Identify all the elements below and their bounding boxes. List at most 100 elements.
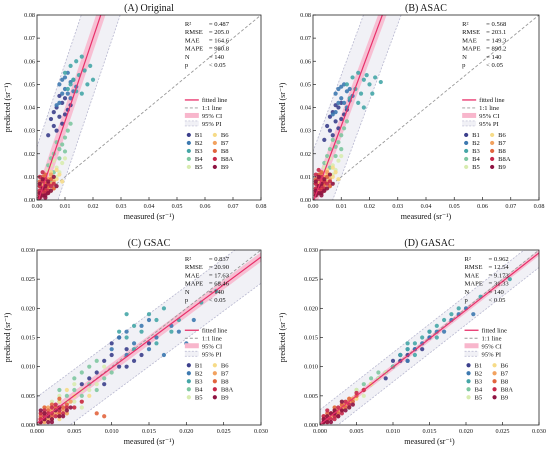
stat-name: N <box>185 289 190 296</box>
legend-label-b8: B8 <box>501 378 509 385</box>
point-b2 <box>347 86 352 92</box>
point-b1 <box>325 123 330 129</box>
point-b7 <box>48 172 54 177</box>
pi-legend: 95% PI <box>479 121 499 128</box>
point-b2 <box>62 75 68 80</box>
x-tick-label: 0.010 <box>386 428 400 435</box>
point-b6 <box>354 396 359 401</box>
stat-value: = 0.568 <box>486 21 507 28</box>
point-b2 <box>146 347 152 352</box>
point-b1 <box>102 358 107 363</box>
legend-marker-b2 <box>186 140 191 146</box>
point-b9 <box>325 419 330 425</box>
stat-name: MAE <box>185 272 200 279</box>
x-tick-label: 0.000 <box>313 428 327 435</box>
legend-marker-b4 <box>186 156 191 162</box>
pi-upper-line <box>320 250 525 411</box>
legend-marker-b1 <box>186 132 191 138</box>
point-b3 <box>442 317 447 323</box>
legend-marker-b8a <box>212 387 217 392</box>
stat-value: = 140 <box>489 289 505 296</box>
point-b8a <box>48 184 54 189</box>
fitted-line <box>320 252 539 425</box>
point-b7 <box>61 408 66 413</box>
point-b1 <box>330 133 335 138</box>
point-b3 <box>139 329 144 334</box>
legend-marker-b7 <box>212 371 217 376</box>
x-tick-label: 0.00 <box>308 203 319 210</box>
stat-value: < 0.05 <box>486 62 504 69</box>
point-b9 <box>330 181 335 186</box>
pi-legend: 95% PI <box>202 351 222 358</box>
pi-upper-line <box>37 250 236 398</box>
point-b2 <box>57 100 62 105</box>
point-b6 <box>87 393 92 398</box>
point-b8a <box>61 411 66 416</box>
point-b8 <box>325 411 330 416</box>
point-b8a <box>64 405 69 410</box>
legend-marker-b2 <box>186 371 191 376</box>
point-b1 <box>62 96 68 101</box>
stat-name: p <box>185 297 189 304</box>
point-b2 <box>339 84 344 89</box>
point-b5 <box>60 160 65 166</box>
stat-name: R² <box>185 256 191 263</box>
point-b3 <box>65 86 70 92</box>
point-b8a <box>325 181 330 186</box>
point-b1 <box>102 382 107 387</box>
legend-marker-b8 <box>212 148 217 154</box>
legend-marker-b3 <box>464 148 469 154</box>
legend-label-b4: B4 <box>472 156 480 163</box>
legend-label-b9: B9 <box>221 394 229 401</box>
point-b3 <box>358 91 364 96</box>
y-axis-label: predicted (sr⁻¹) <box>278 82 287 132</box>
point-b9 <box>46 179 51 184</box>
legend-label-b6: B6 <box>501 362 509 369</box>
point-b6 <box>330 165 335 170</box>
y-tick-label: 0.015 <box>304 335 318 342</box>
stat-value: = 140 <box>486 54 502 61</box>
legend-label-b7: B7 <box>501 370 509 377</box>
point-b2 <box>124 329 129 334</box>
point-b2 <box>341 100 347 105</box>
stat-value: = 980.8 <box>209 46 230 53</box>
stat-name: R² <box>462 21 468 28</box>
point-b5 <box>79 405 84 410</box>
legend-marker-b3 <box>186 148 191 154</box>
point-b8 <box>64 402 69 407</box>
point-b1 <box>51 123 56 129</box>
stat-name: N <box>185 54 190 61</box>
x-tick-label: 0.03 <box>116 203 127 210</box>
y-axis-label: predicted (sr⁻¹) <box>3 82 12 132</box>
point-b1 <box>124 347 129 352</box>
legend-label-b2: B2 <box>195 140 203 147</box>
point-b5 <box>354 387 359 393</box>
y-tick-label: 0.05 <box>24 81 35 88</box>
point-b3 <box>427 329 432 334</box>
point-b9 <box>51 174 56 179</box>
point-b8 <box>42 405 47 410</box>
legend-marker-b3 <box>466 379 471 384</box>
point-b8a <box>42 408 47 413</box>
legend-marker-b6 <box>212 132 217 138</box>
point-b3 <box>117 329 122 334</box>
chart-panel-4: (D) GASAC 0.000 0.005 0.010 0.015 0.020 0.025 0… <box>278 238 546 446</box>
point-b3 <box>350 75 355 80</box>
point-b8a <box>38 411 43 416</box>
x-axis-label: measured (sr⁻¹) <box>124 212 175 221</box>
ci-legend: 95% CI <box>482 343 502 350</box>
point-b4 <box>330 137 335 142</box>
point-b1 <box>139 352 144 358</box>
point-b7 <box>325 170 330 175</box>
point-b9 <box>54 184 59 189</box>
point-b1 <box>48 116 54 122</box>
point-b1 <box>79 382 84 387</box>
y-tick-label: 0.020 <box>21 305 35 312</box>
point-b2 <box>442 329 447 334</box>
point-b3 <box>361 105 366 110</box>
x-tick-label: 0.05 <box>172 203 183 210</box>
x-tick-label: 0.02 <box>88 203 99 210</box>
legend-marker-b6 <box>212 363 217 368</box>
legend-marker-b1 <box>464 132 469 138</box>
point-b2 <box>65 91 70 96</box>
